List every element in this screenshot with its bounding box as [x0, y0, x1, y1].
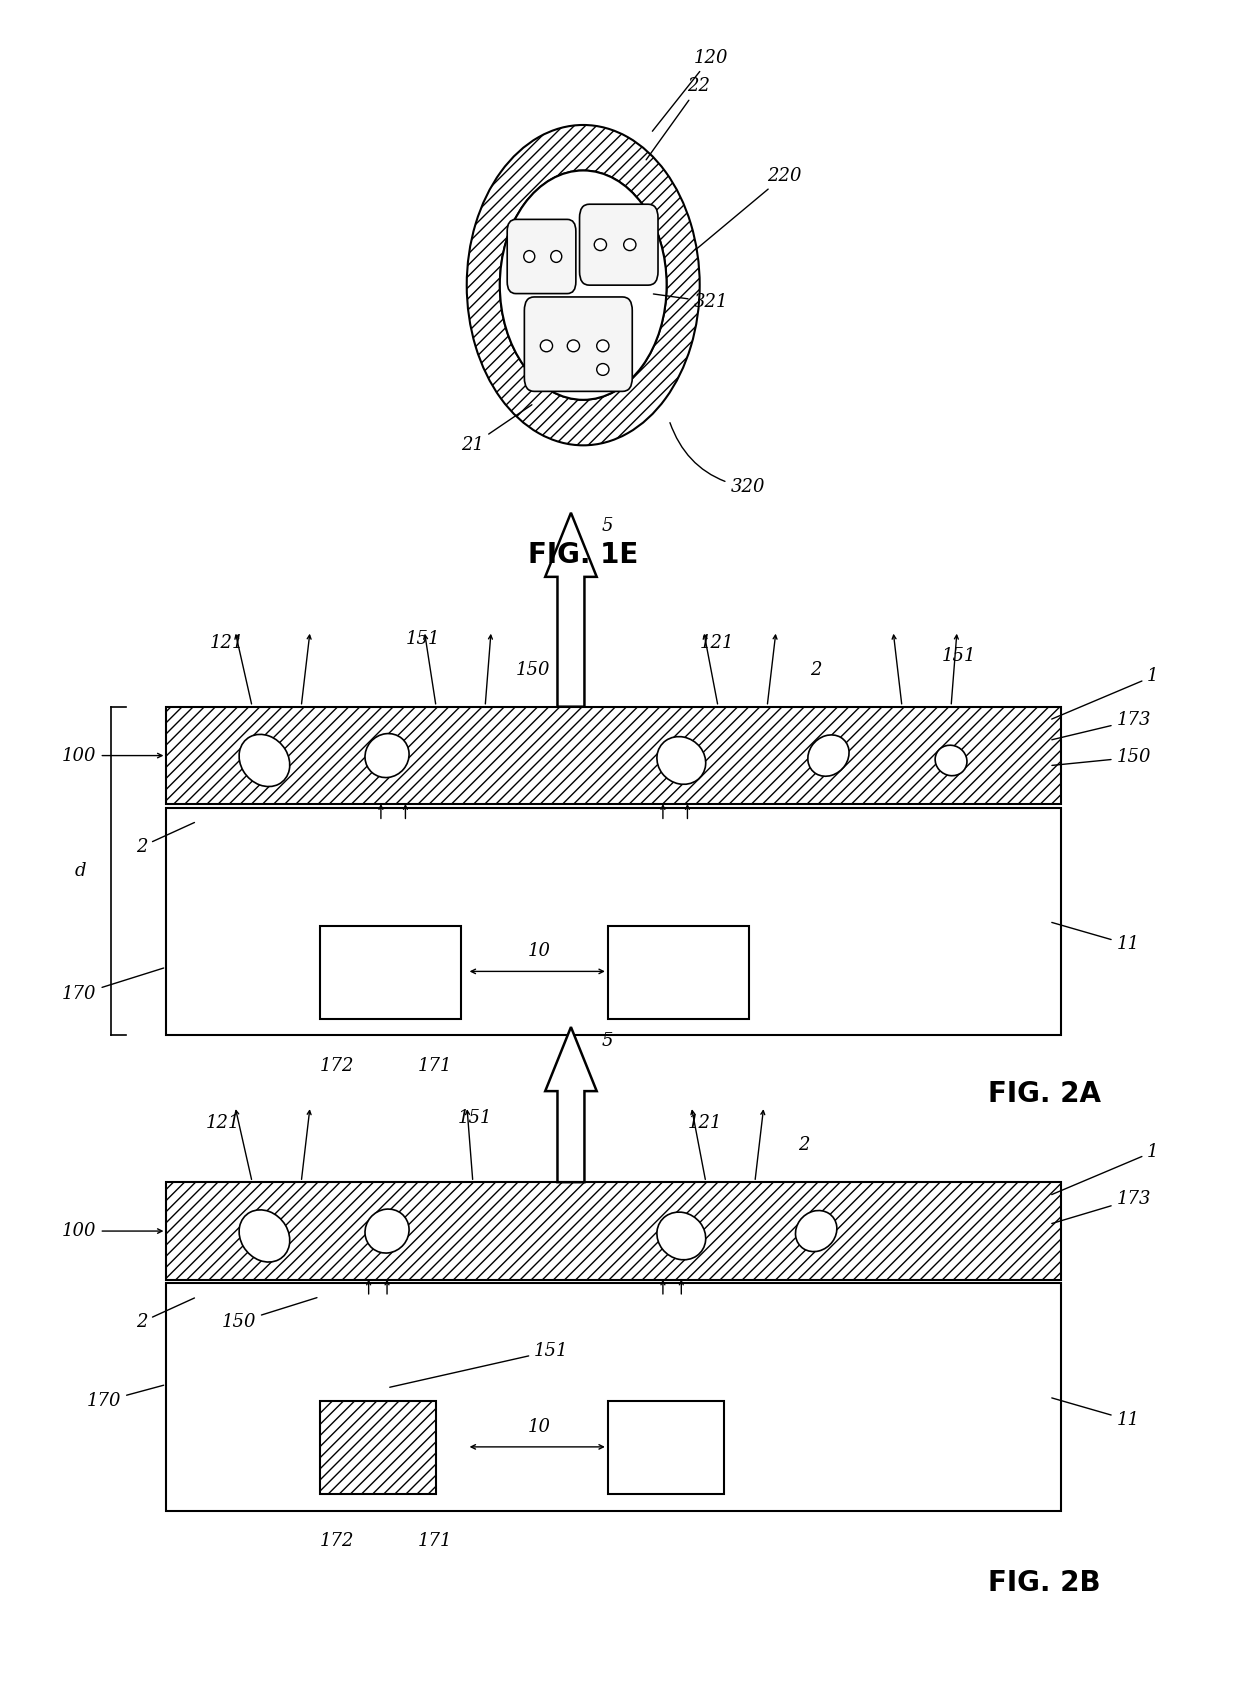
Ellipse shape — [657, 736, 706, 784]
Bar — [166, 1182, 1061, 1280]
Ellipse shape — [624, 238, 636, 250]
Text: 121: 121 — [687, 1114, 722, 1132]
Bar — [608, 927, 749, 1018]
Ellipse shape — [567, 340, 579, 352]
Bar — [320, 927, 460, 1018]
Text: 151: 151 — [389, 1341, 569, 1387]
Text: 121: 121 — [699, 634, 734, 651]
Text: 5: 5 — [601, 1032, 613, 1049]
FancyBboxPatch shape — [507, 219, 575, 294]
Text: 170: 170 — [62, 967, 164, 1003]
Text: 2: 2 — [810, 661, 822, 678]
Text: d: d — [74, 862, 86, 881]
Ellipse shape — [239, 1210, 290, 1261]
Polygon shape — [546, 513, 596, 707]
Text: 170: 170 — [87, 1386, 164, 1411]
Text: 121: 121 — [210, 634, 244, 651]
Text: 2: 2 — [797, 1136, 810, 1154]
Text: 2: 2 — [135, 823, 195, 855]
Ellipse shape — [365, 734, 409, 777]
Text: 150: 150 — [1052, 748, 1151, 767]
Text: 320: 320 — [670, 423, 765, 496]
Ellipse shape — [796, 1210, 837, 1251]
Ellipse shape — [365, 1209, 409, 1253]
Ellipse shape — [594, 238, 606, 250]
Bar — [166, 707, 1061, 804]
Text: 11: 11 — [1052, 1397, 1140, 1430]
Ellipse shape — [596, 364, 609, 376]
Ellipse shape — [541, 340, 553, 352]
Text: 173: 173 — [1052, 1190, 1151, 1224]
Text: 1: 1 — [1052, 1142, 1158, 1195]
Text: 151: 151 — [405, 631, 440, 648]
Text: FIG. 1E: FIG. 1E — [528, 541, 639, 570]
Bar — [608, 1401, 724, 1494]
Text: 220: 220 — [696, 167, 801, 250]
Text: 171: 171 — [418, 1532, 453, 1550]
Text: FIG. 2A: FIG. 2A — [988, 1081, 1101, 1108]
Ellipse shape — [807, 734, 849, 777]
Ellipse shape — [551, 250, 562, 262]
Text: 120: 120 — [652, 49, 728, 131]
Text: 10: 10 — [528, 1418, 551, 1435]
Text: 2: 2 — [135, 1299, 195, 1331]
Ellipse shape — [596, 340, 609, 352]
Ellipse shape — [239, 734, 290, 787]
Text: 171: 171 — [418, 1057, 453, 1074]
Text: 1: 1 — [1052, 668, 1158, 719]
Text: 100: 100 — [62, 1222, 162, 1239]
Text: 172: 172 — [320, 1057, 355, 1074]
Text: 150: 150 — [222, 1297, 317, 1331]
Text: 21: 21 — [460, 405, 532, 454]
Text: 11: 11 — [1052, 923, 1140, 954]
Circle shape — [500, 170, 667, 400]
Ellipse shape — [935, 745, 967, 775]
Text: 151: 151 — [941, 648, 976, 665]
Text: 121: 121 — [206, 1114, 241, 1132]
Text: 151: 151 — [458, 1108, 492, 1127]
Text: 5: 5 — [601, 517, 613, 536]
FancyBboxPatch shape — [579, 204, 658, 286]
Text: 22: 22 — [646, 76, 711, 160]
Text: 150: 150 — [516, 661, 551, 678]
Bar — [320, 1401, 436, 1494]
Bar — [166, 808, 1061, 1035]
Text: 172: 172 — [320, 1532, 355, 1550]
Text: FIG. 2B: FIG. 2B — [988, 1569, 1100, 1598]
Text: 100: 100 — [62, 746, 162, 765]
Ellipse shape — [657, 1212, 706, 1260]
FancyBboxPatch shape — [525, 298, 632, 391]
Bar — [166, 1284, 1061, 1511]
Text: 321: 321 — [653, 292, 728, 311]
Text: 173: 173 — [1052, 711, 1151, 740]
Text: 10: 10 — [528, 942, 551, 960]
Polygon shape — [546, 1027, 596, 1182]
Wedge shape — [466, 126, 699, 445]
Ellipse shape — [523, 250, 534, 262]
